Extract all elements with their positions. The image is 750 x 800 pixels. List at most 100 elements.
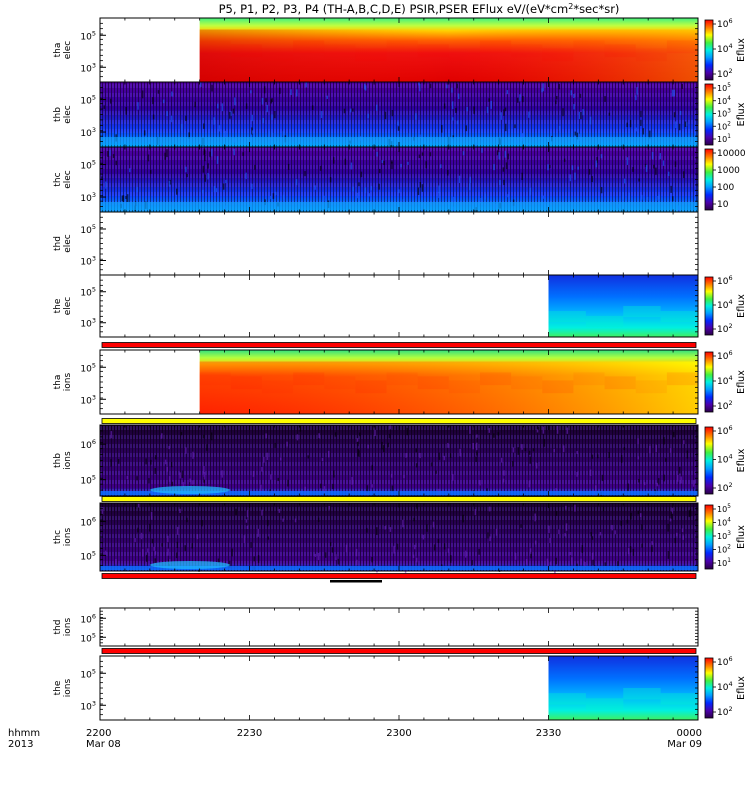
x-tick-label: 2200: [86, 728, 111, 739]
mode-bar-thd-ions: [101, 648, 697, 654]
panel-ylabel: thc ions: [53, 527, 73, 546]
colorbar-tick-label: 103: [717, 531, 731, 541]
y-tick-label: 103: [80, 61, 96, 74]
colorbar-tick-label: 10000: [717, 149, 746, 159]
colorbar-tick-label: 102: [717, 322, 733, 335]
colorbar-label: Eflux: [736, 102, 747, 126]
y-tick-label: 105: [80, 549, 96, 562]
colorbar-tick-label: 1000: [717, 166, 740, 176]
colorbar-tick-label: 104: [717, 42, 733, 55]
y-tick-label: 105: [80, 223, 96, 236]
panel-thd-elec: 105 103 thd elec: [53, 211, 699, 276]
mode-bar-thc-ions: [101, 573, 697, 579]
x-tick-label: 2330: [536, 728, 561, 739]
colorbar-label: Eflux: [736, 38, 747, 62]
ylabel-species: ions: [63, 372, 73, 391]
x-tick-label: 2300: [386, 728, 411, 739]
colorbar-tick-label: 102: [717, 545, 731, 555]
panel-thb-elec: 105 103 thb elec 105 104 103 102 101 Eflux: [53, 81, 747, 151]
colorbar-tick-label: 105: [717, 504, 731, 514]
panel-ylabel: thd ions: [53, 617, 73, 636]
colorbar-tick-label: 102: [717, 481, 733, 494]
y-tick-label: 105: [80, 361, 96, 374]
y-tick-label: 103: [80, 393, 96, 406]
chart-title: P5, P1, P2, P3, P4 (TH-A,B,C,D,E) PSIR,P…: [219, 2, 620, 16]
ylabel-probe: the: [53, 680, 63, 695]
colorbar-tick-label: 104: [717, 96, 731, 106]
colorbar-thc-elec: 10000 1000 100 10: [704, 148, 746, 211]
colorbar-tick-label: 106: [717, 655, 733, 668]
colorbar-thb-elec: 105 104 103 102 101 Eflux: [704, 83, 747, 146]
panel-ylabel: the ions: [53, 678, 73, 697]
colorbar-tick-label: 104: [717, 518, 731, 528]
y-tick-label: 105: [80, 159, 96, 172]
ylabel-probe: thc: [53, 530, 63, 544]
colorbar-tick-label: 105: [717, 83, 731, 93]
y-tick-label: 105: [80, 631, 96, 644]
mode-bar-tha-ions: [101, 418, 697, 424]
x-tick-label: 0000: [677, 728, 702, 739]
panel-thc-elec: 105 103 thc elec 10000 1000 100 10: [53, 146, 746, 215]
ylabel-probe: the: [53, 298, 63, 313]
mode-bar-thb-ions: [101, 496, 697, 502]
colorbar-tick-label: 104: [717, 680, 733, 693]
colorbar-thc-ions: 105 104 103 102 101 Eflux: [704, 504, 747, 570]
colorbar-tick-label: 102: [717, 67, 733, 80]
x-tick-label: 2230: [237, 728, 262, 739]
x-unit-label: hhmm: [8, 728, 40, 739]
x-tick-date: Mar 08: [86, 739, 121, 750]
panel-thc-ions: 106 105 thc ions 105 104 103 102 101 Eflux: [53, 502, 747, 575]
ylabel-species: elec: [63, 105, 73, 124]
segment-marker: [330, 580, 382, 583]
panel-ylabel: thb ions: [53, 451, 73, 470]
colorbar-tick-label: 102: [717, 121, 731, 131]
colorbar-tick-label: 106: [717, 274, 733, 287]
colorbar-label: Eflux: [736, 676, 747, 700]
y-tick-label: 105: [80, 94, 96, 107]
panel-ylabel: thb elec: [53, 105, 73, 124]
ylabel-species: elec: [63, 297, 73, 316]
x-tick-date: Mar 09: [667, 739, 702, 750]
mode-bar-the-elec: [101, 342, 697, 348]
spectrogram-fill: [548, 275, 698, 337]
colorbar-tick-label: 104: [717, 298, 733, 311]
y-tick-label: 105: [80, 474, 96, 487]
ylabel-probe: thc: [53, 172, 63, 186]
ylabel-species: ions: [63, 617, 73, 636]
colorbar-tick-label: 103: [717, 109, 731, 119]
ylabel-probe: thb: [53, 107, 63, 122]
colorbar-tick-label: 101: [717, 558, 731, 568]
panel-ylabel: thd elec: [53, 234, 73, 253]
ylabel-species: ions: [63, 451, 73, 470]
colorbar-label: Eflux: [736, 525, 747, 549]
y-tick-label: 105: [80, 667, 96, 680]
y-tick-label: 106: [80, 438, 96, 451]
colorbar-label: Eflux: [736, 370, 747, 394]
ylabel-species: elec: [63, 170, 73, 189]
colorbar-tick-label: 10: [717, 200, 729, 210]
spectrogram-fill: [548, 656, 698, 720]
y-tick-label: 103: [80, 191, 96, 204]
ylabel-probe: tha: [53, 43, 63, 58]
panel-ylabel: tha ions: [53, 372, 73, 391]
colorbar-tick-label: 100: [717, 183, 734, 193]
colorbar-tick-label: 106: [717, 17, 733, 30]
ylabel-species: elec: [63, 234, 73, 253]
colorbar-label: Eflux: [736, 448, 747, 472]
y-tick-label: 106: [80, 515, 96, 528]
ylabel-species: ions: [63, 527, 73, 546]
ylabel-species: elec: [63, 41, 73, 60]
y-tick-label: 105: [80, 29, 96, 42]
ylabel-probe: tha: [53, 375, 63, 390]
y-tick-label: 103: [80, 126, 96, 139]
colorbar-tick-label: 104: [717, 453, 733, 466]
